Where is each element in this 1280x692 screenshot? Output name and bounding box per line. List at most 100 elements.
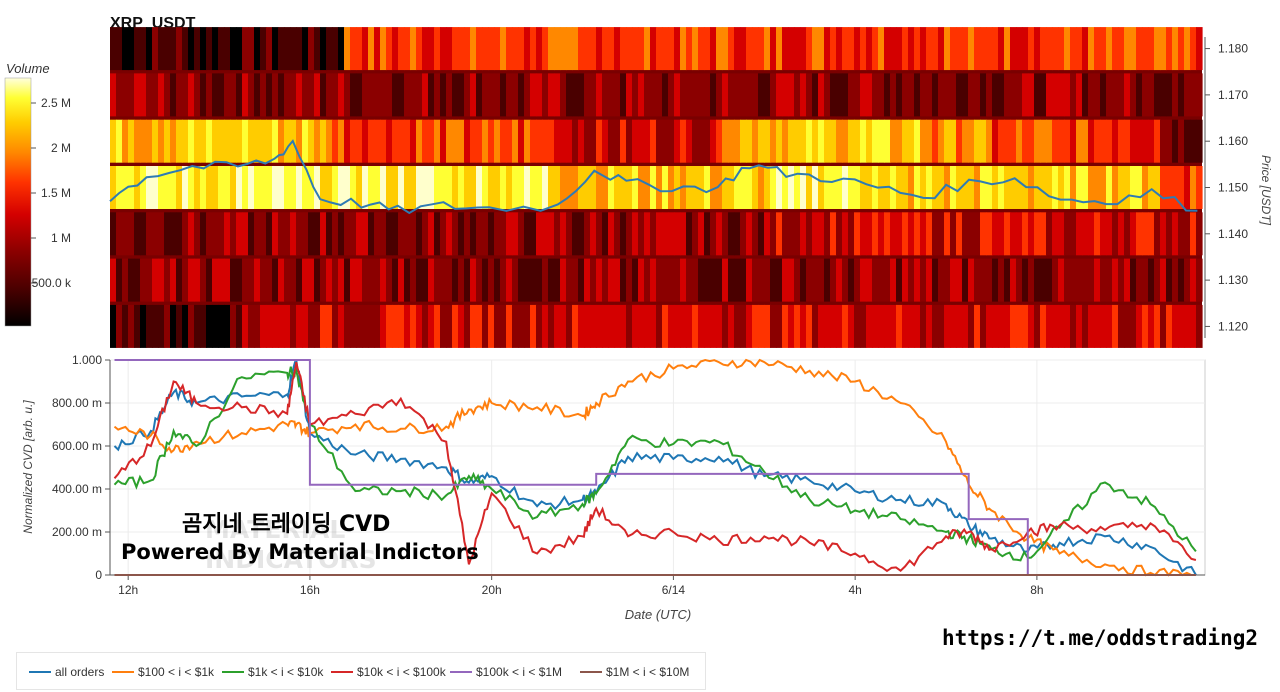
heatmap-cell bbox=[728, 166, 735, 209]
heatmap-cell bbox=[854, 119, 861, 163]
legend-item[interactable]: $1M < i < $10M bbox=[580, 665, 689, 679]
heatmap-cell bbox=[602, 304, 609, 348]
heatmap-cell bbox=[1184, 27, 1191, 71]
heatmap-cell bbox=[956, 119, 963, 163]
heatmap-cell bbox=[920, 119, 927, 163]
heatmap-cell bbox=[494, 119, 501, 163]
heatmap-cell bbox=[338, 119, 345, 163]
heatmap-cell bbox=[1178, 304, 1185, 348]
heatmap-cell bbox=[926, 73, 933, 117]
heatmap-cell bbox=[386, 304, 393, 348]
heatmap-cell bbox=[506, 166, 513, 209]
heatmap-cell bbox=[158, 27, 165, 71]
heatmap-cell bbox=[1076, 119, 1083, 163]
heatmap-cell bbox=[260, 73, 267, 117]
heatmap-cell bbox=[158, 119, 165, 163]
price-tick-label: 1.140 bbox=[1218, 227, 1248, 241]
heatmap-cell bbox=[662, 258, 669, 302]
heatmap-cell bbox=[1142, 304, 1149, 348]
heatmap-cell bbox=[848, 304, 855, 348]
heatmap-cell bbox=[464, 304, 471, 348]
legend-item[interactable]: all orders bbox=[29, 665, 104, 679]
heatmap-cell bbox=[1028, 27, 1035, 71]
heatmap-cell bbox=[896, 73, 903, 117]
heatmap-cell bbox=[284, 258, 291, 302]
heatmap-cell bbox=[578, 304, 585, 348]
heatmap-cell bbox=[1148, 73, 1155, 117]
heatmap-cell bbox=[902, 27, 909, 71]
heatmap-cell bbox=[488, 212, 495, 256]
heatmap-cell bbox=[476, 27, 483, 71]
legend-item[interactable]: $1k < i < $10k bbox=[222, 665, 323, 679]
heatmap-cell bbox=[1094, 166, 1101, 209]
heatmap-cell bbox=[320, 27, 327, 71]
heatmap-cell bbox=[260, 119, 267, 163]
heatmap-cell bbox=[356, 73, 363, 117]
heatmap-cell bbox=[740, 27, 747, 71]
heatmap-cell bbox=[524, 73, 531, 117]
heatmap-cell bbox=[998, 73, 1005, 117]
heatmap-cell bbox=[836, 212, 843, 256]
heatmap-cell bbox=[134, 166, 141, 209]
heatmap-cell bbox=[1190, 27, 1197, 71]
heatmap-cell bbox=[116, 73, 123, 117]
heatmap-cell bbox=[314, 304, 321, 348]
heatmap-cell bbox=[554, 166, 561, 209]
heatmap-cell bbox=[1178, 73, 1185, 117]
colorbar bbox=[4, 77, 32, 327]
heatmap-cell bbox=[290, 212, 297, 256]
heatmap-cell bbox=[596, 27, 603, 71]
heatmap-cell bbox=[1190, 73, 1197, 117]
heatmap-cell bbox=[878, 258, 885, 302]
heatmap-cell bbox=[356, 27, 363, 71]
heatmap-cell bbox=[752, 166, 759, 209]
heatmap-cell bbox=[440, 27, 447, 71]
heatmap-cell bbox=[716, 73, 723, 117]
heatmap-cell bbox=[110, 258, 117, 302]
legend-item[interactable]: $100k < i < $1M bbox=[450, 665, 562, 679]
heatmap-cell bbox=[1178, 27, 1185, 71]
heatmap-cell bbox=[674, 166, 681, 209]
heatmap-cell bbox=[332, 212, 339, 256]
heatmap-cell bbox=[494, 304, 501, 348]
heatmap-cell bbox=[590, 73, 597, 117]
heatmap-cell bbox=[782, 166, 789, 209]
heatmap-cell bbox=[452, 27, 459, 71]
heatmap-cell bbox=[434, 166, 441, 209]
heatmap-cell bbox=[494, 258, 501, 302]
heatmap-cell bbox=[974, 27, 981, 71]
heatmap-cell bbox=[788, 166, 795, 209]
heatmap-cell bbox=[1010, 212, 1017, 256]
heatmap-cell bbox=[1022, 27, 1029, 71]
heatmap-cell bbox=[674, 73, 681, 117]
heatmap-cell bbox=[1112, 258, 1119, 302]
heatmap-cell bbox=[692, 27, 699, 71]
heatmap-cell bbox=[866, 166, 873, 209]
legend-item[interactable]: $100 < i < $1k bbox=[112, 665, 214, 679]
heatmap-cell bbox=[962, 119, 969, 163]
heatmap-cell bbox=[890, 27, 897, 71]
heatmap-cell bbox=[440, 304, 447, 348]
heatmap-cell bbox=[320, 166, 327, 209]
heatmap-cell bbox=[512, 212, 519, 256]
heatmap-cell bbox=[146, 166, 153, 209]
heatmap-cell bbox=[860, 119, 867, 163]
heatmap-cell bbox=[1040, 73, 1047, 117]
telegram-link[interactable]: https://t.me/oddstrading2 bbox=[942, 626, 1259, 650]
legend-item[interactable]: $10k < i < $100k bbox=[331, 665, 446, 679]
cvd-series-line bbox=[113, 361, 1197, 573]
heatmap-cell bbox=[902, 304, 909, 348]
heatmap-cell bbox=[842, 258, 849, 302]
heatmap-cell bbox=[974, 212, 981, 256]
heatmap-cell bbox=[704, 27, 711, 71]
heatmap-cell bbox=[284, 119, 291, 163]
heatmap-cell bbox=[242, 258, 249, 302]
heatmap-cell bbox=[1064, 27, 1071, 71]
heatmap-cell bbox=[206, 119, 213, 163]
heatmap-cell bbox=[176, 304, 183, 348]
heatmap-cell bbox=[542, 304, 549, 348]
heatmap-cell bbox=[248, 73, 255, 117]
heatmap-cell bbox=[500, 27, 507, 71]
heatmap-cell bbox=[326, 119, 333, 163]
heatmap-cell bbox=[968, 212, 975, 256]
